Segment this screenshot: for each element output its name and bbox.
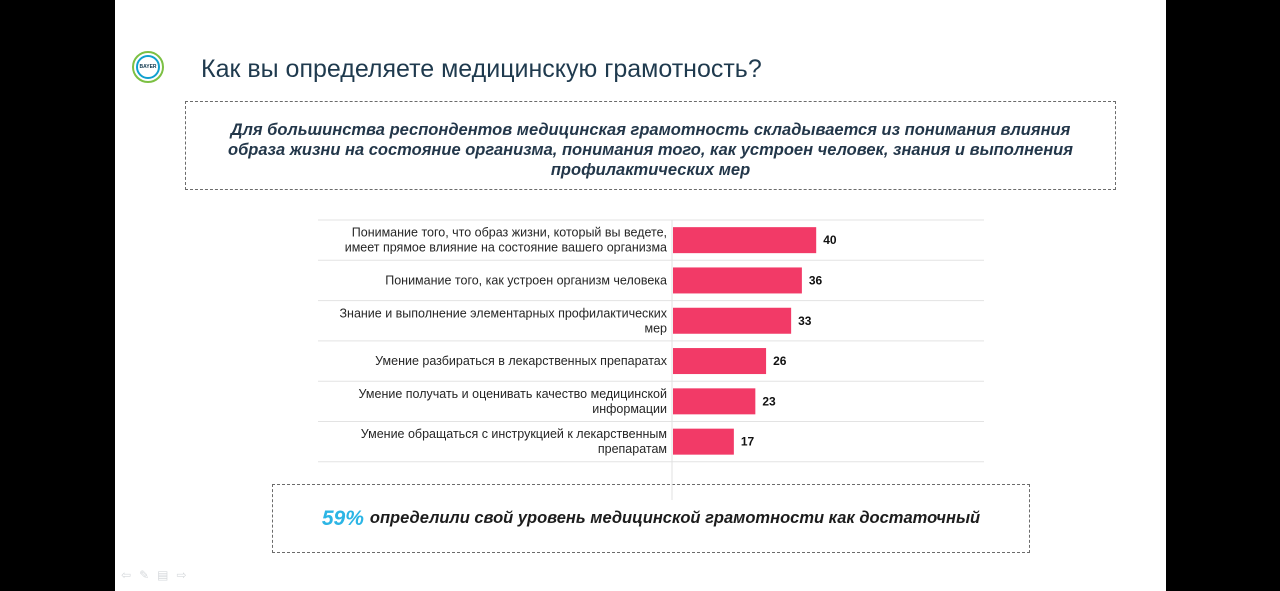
data-label: 36 xyxy=(809,273,823,287)
arrow-right-icon[interactable]: ⇨ xyxy=(176,568,187,582)
bottom-text: определили свой уровень медицинской грам… xyxy=(369,509,981,527)
bayer-logo: BAYER xyxy=(132,51,164,83)
data-label: 26 xyxy=(773,354,787,368)
bar xyxy=(673,307,792,334)
category-label: Умение получать и оценивать качество мед… xyxy=(359,387,667,416)
category-label: Понимание того, как устроен организм чел… xyxy=(385,273,667,287)
bar xyxy=(673,348,767,375)
data-label: 40 xyxy=(823,233,837,247)
pen-icon[interactable]: ✎ xyxy=(139,568,150,582)
category-label: Умение разбираться в лекарственных препа… xyxy=(375,354,668,368)
arrow-left-icon[interactable]: ⇦ xyxy=(121,568,132,582)
category-label: Умение обращаться с инструкцией к лекарс… xyxy=(361,427,667,456)
bar xyxy=(673,428,734,455)
slide: BAYER Как вы определяете медицинскую гра… xyxy=(115,0,1166,591)
bottom-summary: 59% определили свой уровень медицинской … xyxy=(272,484,1030,553)
data-label: 17 xyxy=(741,435,755,449)
summary-callout: Для большинства респондентов медицинская… xyxy=(185,101,1116,190)
slide-nav-toolbar: ⇦ ✎ ▤ ⇨ xyxy=(121,568,187,582)
logo-text: BAYER xyxy=(136,55,160,79)
bar xyxy=(673,227,817,254)
screen-icon[interactable]: ▤ xyxy=(157,568,169,582)
data-label: 23 xyxy=(762,394,776,408)
bar xyxy=(673,267,802,294)
category-label: Знание и выполнение элементарных профила… xyxy=(339,306,667,335)
bottom-percent: 59% xyxy=(321,506,364,530)
category-label: Понимание того, что образ жизни, который… xyxy=(345,226,667,255)
bar xyxy=(673,388,756,415)
slide-title: Как вы определяете медицинскую грамотнос… xyxy=(201,55,762,83)
data-label: 33 xyxy=(798,314,812,328)
